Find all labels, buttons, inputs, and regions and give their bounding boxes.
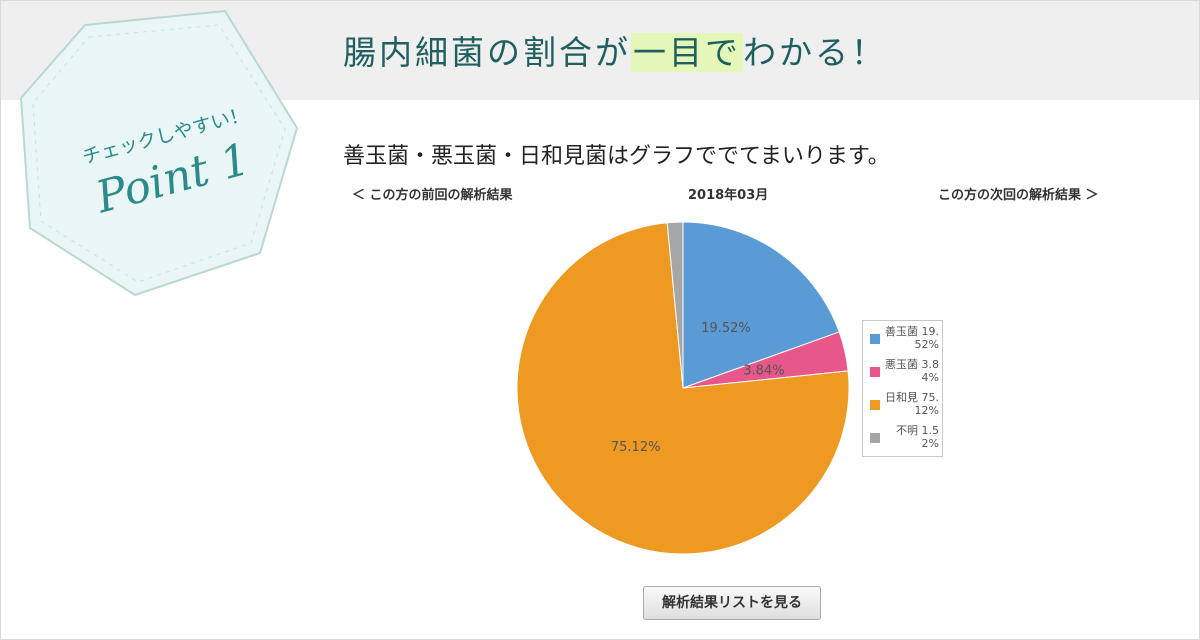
view-result-list-button[interactable]: 解析結果リストを見る (643, 586, 821, 620)
legend-swatch (870, 400, 880, 410)
legend-item: 善玉菌 19.52% (866, 325, 940, 355)
legend-item: 悪玉菌 3.84% (866, 358, 940, 388)
legend-swatch (870, 334, 880, 344)
pie-slice-1 (682, 221, 840, 389)
current-month: 2018年03月 (688, 188, 769, 203)
intro-text: 善玉菌・悪玉菌・日和見菌はグラフででてまいります。 (343, 144, 890, 169)
badge-wreath (19, 9, 299, 297)
legend-label: 日和見 75.12% (885, 391, 939, 417)
next-result-link[interactable]: この方の次回の解析結果 ＞ (938, 188, 1099, 203)
title-part: わかる！ (743, 33, 887, 72)
pie-chart: 19.52% 3.84% 75.12% (516, 221, 850, 555)
page-title: 腸内細菌の割合が一目でわかる！ (343, 30, 887, 76)
legend-label: 悪玉菌 3.84% (885, 358, 939, 384)
previous-result-link[interactable]: ＜ この方の前回の解析結果 (352, 188, 513, 203)
legend-item: 不明 1.52% (866, 424, 940, 454)
title-part: 腸内細菌の割合が (343, 33, 631, 72)
legend-label: 善玉菌 19.52% (885, 325, 939, 351)
legend-swatch (870, 433, 880, 443)
legend-swatch (870, 367, 880, 377)
title-highlight: 一目で (631, 33, 743, 72)
pie-slice-4 (666, 221, 684, 389)
point-badge: チェックしやすい！ Point 1 (5, 3, 305, 307)
pie-data-label: 75.12% (611, 440, 661, 455)
legend-item: 日和見 75.12% (866, 391, 940, 421)
pie-data-label: 19.52% (701, 321, 751, 336)
legend-label: 不明 1.52% (896, 424, 939, 450)
pie-slice-3 (516, 222, 850, 555)
chart-legend: 善玉菌 19.52% 悪玉菌 3.84% 日和見 75.12% 不明 1.52% (862, 320, 943, 457)
pie-data-label: 3.84% (743, 364, 784, 379)
